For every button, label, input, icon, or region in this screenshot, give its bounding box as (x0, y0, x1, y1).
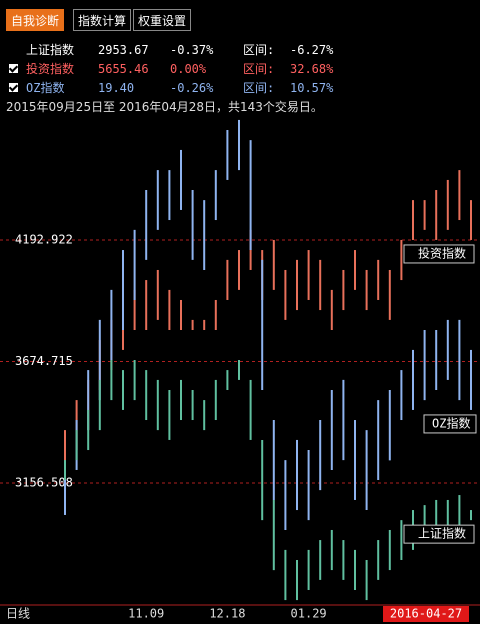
index-change: -0.26% (170, 81, 214, 95)
y-tick-label: 3674.715 (15, 354, 73, 368)
tab[interactable]: 指数计算 (73, 9, 132, 31)
tab[interactable]: 自我诊断 (6, 9, 65, 31)
range-value: -6.27% (290, 43, 334, 57)
current-date-box (383, 606, 469, 622)
x-axis-label: 日线 (6, 607, 30, 621)
series-tag-box (423, 414, 477, 434)
checkbox[interactable] (9, 83, 18, 92)
index-value: 5655.46 (98, 62, 149, 76)
index-change: -0.37% (170, 43, 214, 57)
index-name: OZ指数 (26, 81, 65, 95)
series-tag: 上证指数 (418, 526, 466, 541)
index-change: 0.00% (170, 62, 207, 76)
tab[interactable]: 权重设置 (133, 9, 192, 31)
range-label: 区间: (243, 43, 275, 57)
x-tick-label: 11.09 (128, 607, 164, 621)
series-tag-box (403, 244, 475, 264)
series-tag: 投资指数 (418, 245, 466, 260)
period-text: 2015年09月25日至 2016年04月28日，共143个交易日。 (6, 100, 323, 114)
range-value: 10.57% (290, 81, 334, 95)
y-tick-label: 3156.508 (15, 475, 73, 489)
x-tick-label: 2016-04-27 (390, 607, 462, 621)
checkbox[interactable] (9, 64, 18, 73)
x-tick-label: 01.29 (291, 607, 327, 621)
range-label: 区间: (243, 81, 275, 95)
series-tag: OZ指数 (432, 415, 470, 430)
series-tag-box (403, 524, 475, 544)
x-tick-label: 12.18 (209, 607, 245, 621)
index-value: 19.40 (98, 81, 135, 95)
y-tick-label: 4192.922 (15, 232, 73, 246)
range-value: 32.68% (290, 62, 334, 76)
range-label: 区间: (243, 62, 275, 76)
index-name: 上证指数 (26, 43, 75, 57)
index-name: 投资指数 (26, 62, 75, 76)
index-value: 2953.67 (98, 43, 149, 57)
